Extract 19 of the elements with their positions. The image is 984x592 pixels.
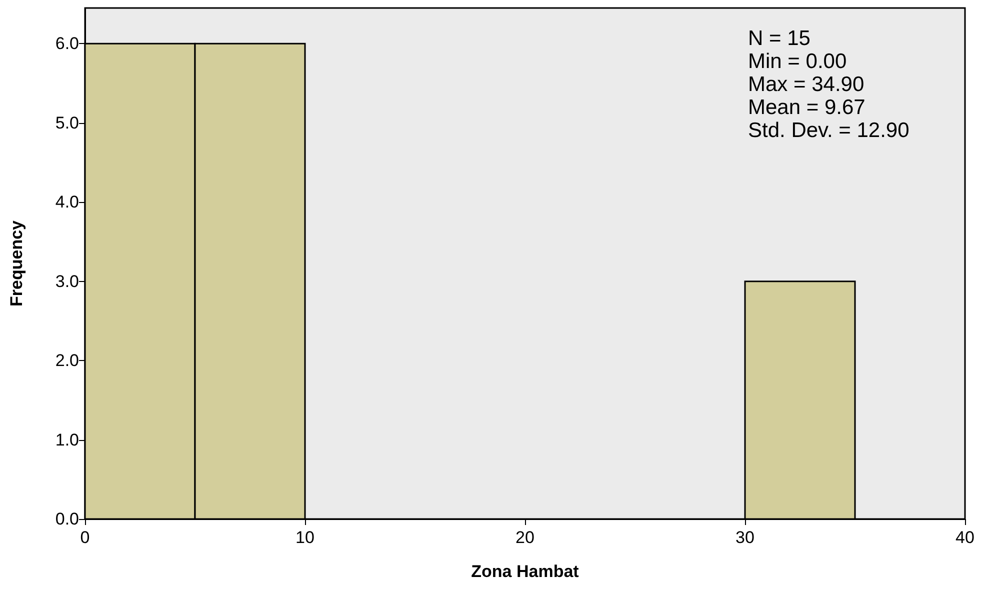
x-tick-label: 20 (516, 528, 534, 547)
y-tick-label: 4.0 (55, 192, 79, 212)
y-tick-label: 2.0 (55, 351, 79, 370)
x-tick-label: 30 (736, 528, 754, 547)
annotation: N = 15 (748, 27, 810, 50)
y-tick-label: 1.0 (55, 430, 79, 450)
y-axis-title: Frequency (7, 220, 26, 306)
annotation: Std. Dev. = 12.90 (748, 119, 910, 142)
x-axis-title: Zona Hambat (471, 562, 580, 581)
x-tick-label: 10 (296, 528, 314, 547)
x-tick-label: 0 (80, 528, 90, 547)
y-tick-label: 0.0 (55, 510, 79, 528)
y-tick-label: 6.0 (55, 34, 79, 54)
y-tick-label: 3.0 (55, 272, 79, 291)
y-tick-label: 5.0 (55, 113, 79, 132)
annotation: Min = 0.00 (748, 50, 847, 73)
annotation: Max = 34.90 (748, 73, 864, 96)
annotation: Mean = 9.67 (748, 96, 866, 119)
x-tick-label: 40 (956, 528, 974, 547)
